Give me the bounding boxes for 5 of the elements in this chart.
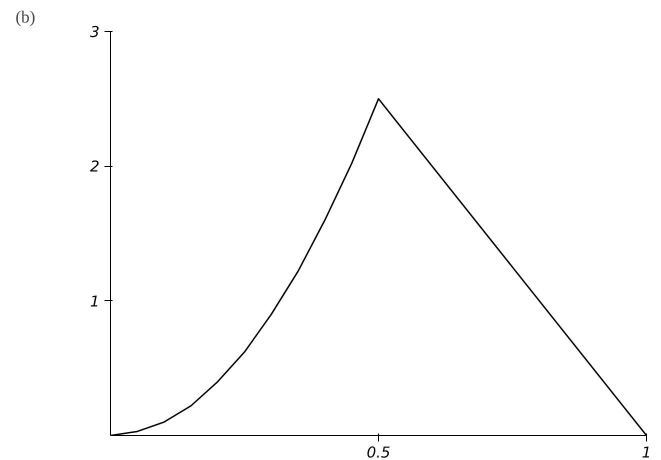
y-tick-label: 2 xyxy=(90,158,100,176)
y-tick-label: 1 xyxy=(90,292,100,310)
x-tick-label: 0.5 xyxy=(366,444,390,460)
chart-title: (b) xyxy=(16,8,36,26)
y-tick-label: 3 xyxy=(90,23,100,41)
